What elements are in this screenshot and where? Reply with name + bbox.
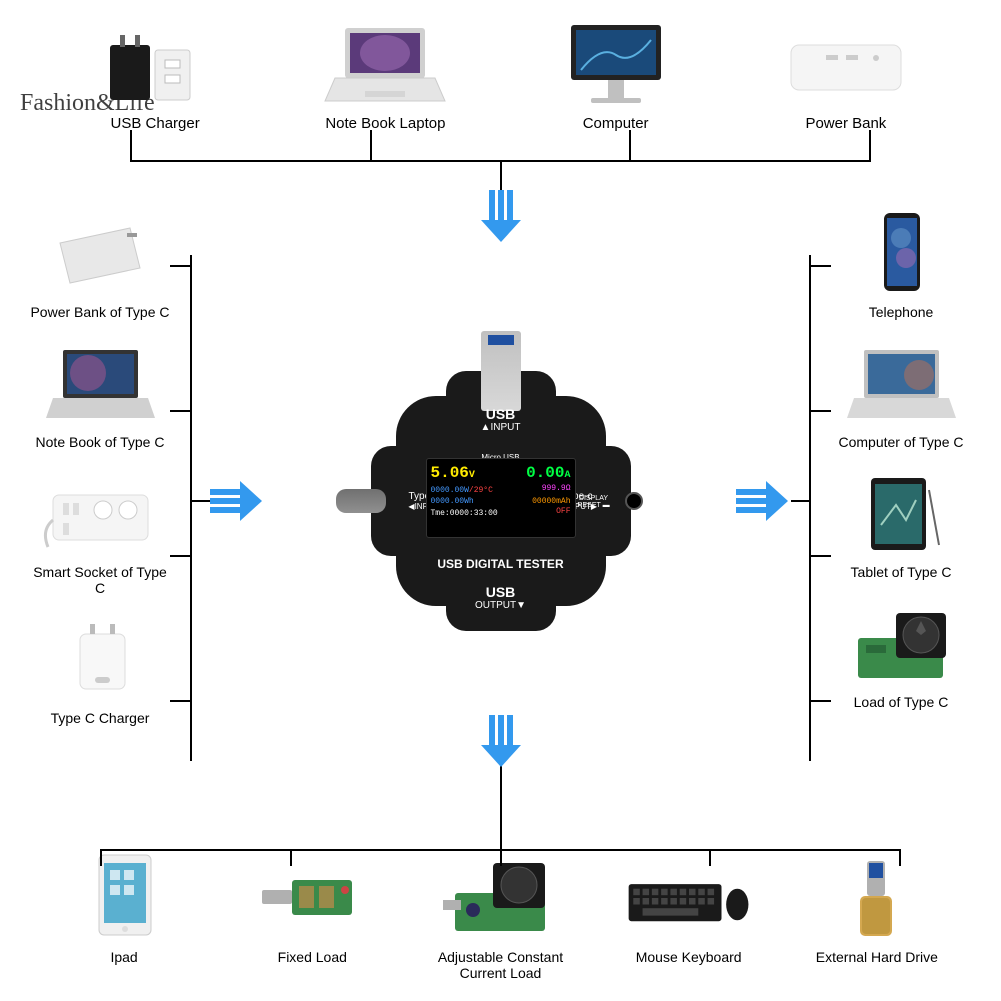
usb-input-label: USB ▲INPUT [471,406,531,433]
connector-line [500,849,502,866]
item-label: Power Bank of Type C [30,304,169,320]
item-powerbank-c: Power Bank of Type C [30,210,170,320]
arrow-right-icon [210,476,265,526]
fixed-load-icon [247,850,377,945]
mouse-keyboard-icon [624,850,754,945]
item-ext-hd: External Hard Drive [797,850,957,981]
top-row: USB Charger Note Book Laptop [40,20,961,132]
item-label: Type C Charger [51,710,150,726]
item-label: Ipad [110,949,137,965]
item-smart-socket: Smart Socket of Type C [30,470,170,596]
item-label: Tablet of Type C [851,564,952,580]
connector-line [100,849,102,866]
item-label: Telephone [869,304,934,320]
connector-line [809,255,811,761]
connector-line [290,849,292,866]
item-computer: Computer [526,20,706,132]
bottom-row: Ipad Fixed Load [30,850,971,981]
item-label: External Hard Drive [816,949,938,965]
load-c-icon [841,600,961,690]
powerbank-icon [776,20,916,110]
connector-line [811,555,831,557]
connector-line [811,410,831,412]
item-ipad: Ipad [44,850,204,981]
arrow-right-icon [736,476,791,526]
smart-socket-icon [40,470,160,560]
connector-line [170,700,190,702]
item-label: Power Bank [805,115,886,132]
usb-tester-device: USB ▲INPUT USB OUTPUT▼ Type-c ◀INPUT Typ… [321,301,681,701]
arrow-down-icon [476,190,526,245]
connector-line [500,160,502,190]
connector-line [709,849,711,866]
item-label: Computer of Type C [838,434,963,450]
connector-line [811,700,831,702]
item-label: Note Book Laptop [325,115,445,132]
connector-line [170,555,190,557]
item-label: Adjustable Constant Current Load [420,949,580,981]
item-mouse-keyboard: Mouse Keyboard [609,850,769,981]
item-typec-charger: Type C Charger [30,616,170,726]
laptop-icon [315,20,455,110]
usb-output-label: USB OUTPUT▼ [466,584,536,611]
connector-line [811,265,831,267]
item-powerbank: Power Bank [756,20,936,132]
item-label: USB Charger [111,115,200,132]
item-load-c: Load of Type C [831,600,971,710]
ipad-icon [59,850,189,945]
right-column: Telephone Computer of Type C [831,210,971,710]
connector-line [899,849,901,866]
connector-line [190,255,192,761]
connector-line [170,265,190,267]
telephone-icon [841,210,961,300]
left-column: Power Bank of Type C Note Book of Type C [30,210,170,726]
item-label: Mouse Keyboard [636,949,742,965]
item-label: Computer [583,115,649,132]
item-computer-c: Computer of Type C [831,340,971,450]
ext-hd-icon [812,850,942,945]
typec-charger-icon [40,616,160,706]
display-reset-label: DISPLAY RESET ▬ [575,495,613,509]
item-laptop: Note Book Laptop [295,20,475,132]
computer-c-icon [841,340,961,430]
item-tablet-c: Tablet of Type C [831,470,971,580]
item-label: Note Book of Type C [36,434,165,450]
connector-line [190,500,210,502]
arrow-down-icon [476,715,526,770]
computer-icon [546,20,686,110]
notebook-c-icon [40,340,160,430]
item-label: Smart Socket of Type C [30,564,170,596]
item-usb-charger: USB Charger [65,20,245,132]
device-title: USB DIGITAL TESTER [421,557,581,571]
connector-line [500,761,502,851]
tablet-c-icon [841,470,961,560]
connector-line [629,130,631,160]
connector-line [130,130,132,160]
item-telephone: Telephone [831,210,971,320]
item-adj-load: Adjustable Constant Current Load [420,850,580,981]
item-label: Fixed Load [278,949,347,965]
connector-line [170,410,190,412]
usb-charger-icon [85,20,225,110]
connector-line [370,130,372,160]
usb-a-connector-icon [481,331,521,411]
connector-line [791,500,811,502]
item-fixed-load: Fixed Load [232,850,392,981]
item-label: Load of Type C [854,694,949,710]
connector-line [869,130,871,160]
typec-connector-icon [336,489,386,513]
button-icon [625,492,643,510]
item-notebook-c: Note Book of Type C [30,340,170,450]
device-screen: 5.06V 0.00A 0000.00W/29°C 999.9Ω 0000.00… [426,458,576,538]
powerbank-c-icon [40,210,160,300]
